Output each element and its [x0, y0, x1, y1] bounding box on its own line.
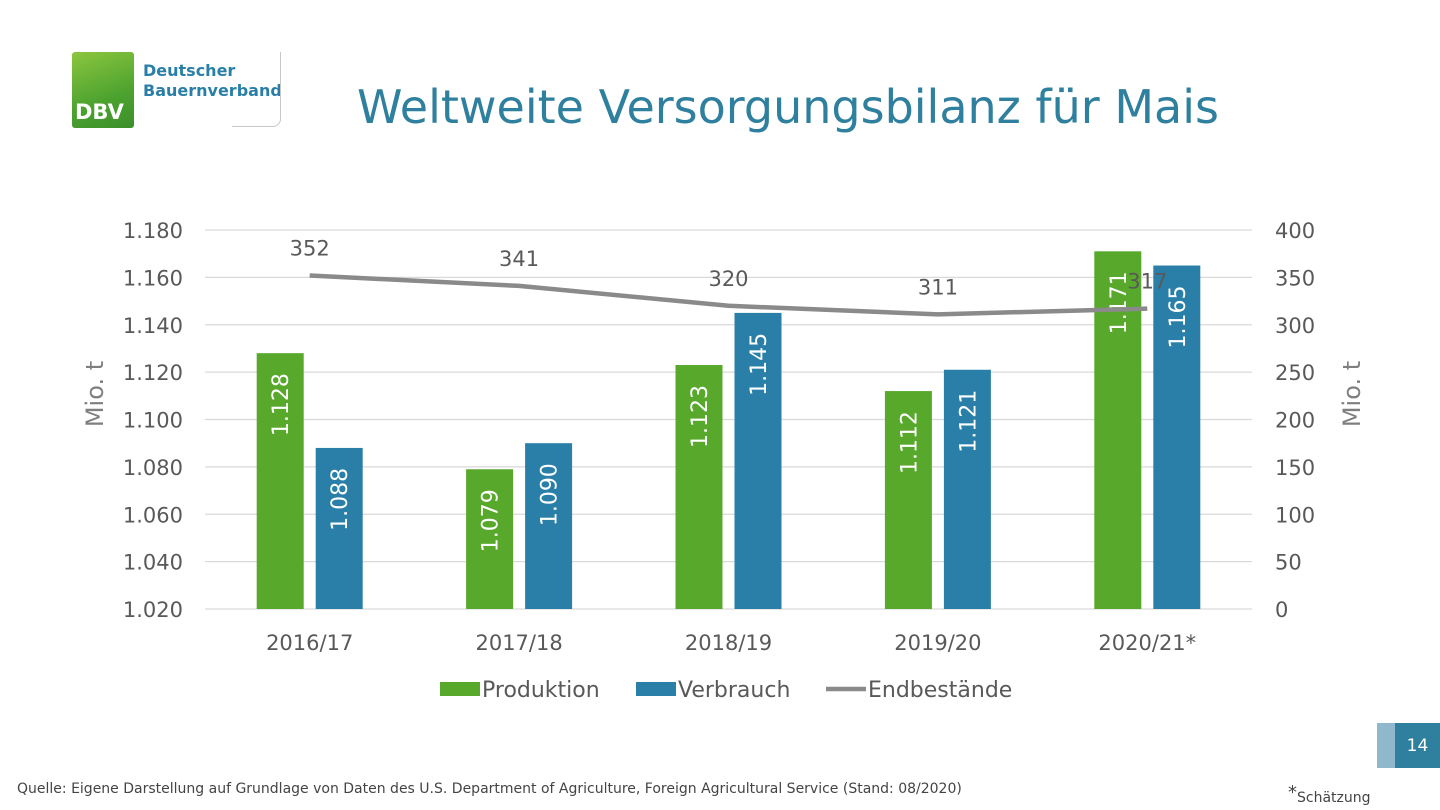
y-left-tick-label: 1.180 — [123, 219, 183, 243]
legend-swatch-verbrauch — [636, 682, 676, 696]
bar-verbrauch — [734, 312, 782, 609]
x-tick-label: 2020/21* — [1098, 631, 1196, 655]
estimate-footnote: *Schätzung — [1288, 782, 1371, 806]
logo-org-line2: Bauernverband — [143, 81, 282, 100]
bar-verbrauch — [1153, 265, 1201, 609]
data-label-produktion: 1.112 — [897, 411, 922, 474]
page-title: Weltweite Versorgungsbilanz für Mais — [357, 80, 1219, 134]
page-marker-accent — [1377, 723, 1395, 768]
y-right-tick-label: 250 — [1275, 361, 1315, 385]
logo-frame — [232, 52, 281, 127]
y-right-tick-label: 300 — [1275, 314, 1315, 338]
data-label-verbrauch: 1.165 — [1166, 286, 1191, 349]
bar-produktion — [675, 365, 723, 609]
legend-label-endbestaende: Endbestände — [868, 678, 1012, 703]
source-note: Quelle: Eigene Darstellung auf Grundlage… — [17, 781, 962, 797]
legend-swatch-produktion — [440, 682, 480, 696]
y-left-axis-title: Mio. t — [81, 361, 109, 427]
data-label-endbestaende: 317 — [1127, 270, 1167, 294]
data-label-endbestaende: 311 — [918, 275, 958, 299]
y-right-tick-label: 350 — [1275, 266, 1315, 290]
legend-label-produktion: Produktion — [482, 678, 600, 703]
logo-org-line1: Deutscher — [143, 61, 236, 80]
logo-org-name: Deutscher Bauernverband — [143, 61, 282, 101]
line-endbestaende — [309, 273, 1148, 317]
y-right-tick-label: 150 — [1275, 456, 1315, 480]
y-left-tick-label: 1.120 — [123, 361, 183, 385]
bar-verbrauch — [943, 369, 991, 609]
data-label-endbestaende: 320 — [708, 267, 748, 291]
y-right-tick-label: 400 — [1275, 219, 1315, 243]
x-tick-label: 2019/20 — [894, 631, 981, 655]
y-left-tick-label: 1.160 — [123, 266, 183, 290]
dbv-logo: DBV Deutscher Bauernverband — [72, 52, 282, 128]
data-label-produktion: 1.171 — [1107, 271, 1132, 334]
x-tick-label: 2016/17 — [266, 631, 353, 655]
y-right-axis-title: Mio. t — [1338, 361, 1366, 427]
footnote-star: * — [1288, 782, 1297, 803]
logo-mark: DBV — [72, 52, 134, 128]
data-label-verbrauch: 1.121 — [956, 390, 981, 453]
data-label-endbestaende: 352 — [290, 236, 330, 260]
y-left-tick-label: 1.040 — [123, 551, 183, 575]
logo-mark-text: DBV — [75, 100, 124, 124]
data-label-produktion: 1.079 — [479, 489, 504, 552]
data-label-verbrauch: 1.145 — [747, 333, 772, 396]
y-left-tick-label: 1.140 — [123, 314, 183, 338]
bar-produktion — [466, 469, 514, 609]
bar-verbrauch — [525, 443, 573, 609]
bar-produktion — [884, 391, 932, 609]
y-right-tick-label: 0 — [1275, 598, 1288, 622]
bar-verbrauch — [315, 447, 363, 609]
y-right-tick-label: 50 — [1275, 551, 1302, 575]
y-left-tick-label: 1.060 — [123, 503, 183, 527]
y-left-tick-label: 1.100 — [123, 409, 183, 433]
y-left-tick-label: 1.020 — [123, 598, 183, 622]
y-right-tick-label: 100 — [1275, 503, 1315, 527]
data-label-endbestaende: 341 — [499, 247, 539, 271]
data-label-verbrauch: 1.088 — [328, 468, 353, 531]
x-tick-label: 2017/18 — [475, 631, 562, 655]
page-number: 14 — [1395, 723, 1440, 768]
footnote-text: Schätzung — [1297, 790, 1371, 806]
y-left-tick-label: 1.080 — [123, 456, 183, 480]
x-tick-label: 2018/19 — [685, 631, 772, 655]
data-label-produktion: 1.128 — [269, 373, 294, 436]
data-label-produktion: 1.123 — [688, 385, 713, 448]
y-right-tick-label: 200 — [1275, 409, 1315, 433]
legend-label-verbrauch: Verbrauch — [678, 678, 790, 703]
data-label-verbrauch: 1.090 — [538, 463, 563, 526]
bar-produktion — [256, 353, 304, 609]
